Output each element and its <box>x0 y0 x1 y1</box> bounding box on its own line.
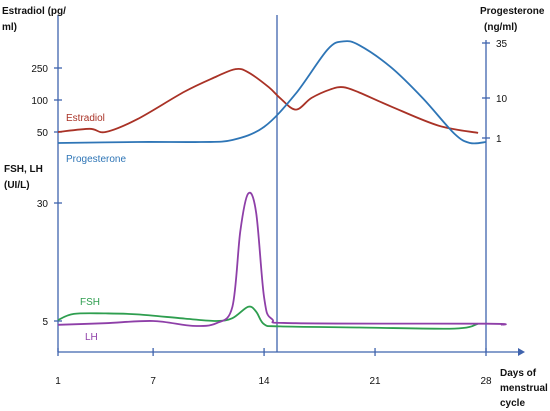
progesterone-axis-title-2: (ng/ml) <box>484 22 517 33</box>
x-tick-label-28: 28 <box>480 376 492 387</box>
fsh-lh-axis-title-2: (UI/L) <box>4 180 30 191</box>
estradiol-axis-title-2: ml) <box>2 22 17 33</box>
fsh-series-label: FSH <box>80 297 100 308</box>
estradiol-series-label: Estradiol <box>66 113 105 124</box>
fsh-lh-tick-label-5: 5 <box>42 317 48 328</box>
x-tick-label-21: 21 <box>369 376 381 387</box>
progesterone-tick-label-1: 1 <box>496 134 502 145</box>
x-tick-label-14: 14 <box>259 376 271 387</box>
progesterone-tick-label-35: 35 <box>496 39 508 50</box>
x-axis-arrow <box>518 348 525 356</box>
estradiol-axis-title-1: Estradiol (pg/ <box>2 6 66 17</box>
x-tick-label-7: 7 <box>150 376 156 387</box>
estradiol-curve <box>57 67 479 134</box>
x-tick-label-1: 1 <box>55 376 61 387</box>
x-axis-title-1: Days of <box>500 368 537 379</box>
progesterone-tick-label-10: 10 <box>496 94 508 105</box>
fsh-curve <box>57 305 479 330</box>
progesterone-series-label: Progesterone <box>66 154 126 165</box>
lh-series-label: LH <box>85 332 98 343</box>
lh-curve <box>57 191 507 327</box>
estradiol-tick-label-250: 250 <box>31 64 48 75</box>
estradiol-tick-label-100: 100 <box>31 96 48 107</box>
x-axis-title-2: menstrual <box>500 383 548 394</box>
x-axis-title-3: cycle <box>500 398 525 409</box>
fsh-lh-axis-title-1: FSH, LH <box>4 164 43 175</box>
estradiol-tick-label-50: 50 <box>37 128 49 139</box>
progesterone-axis-title-1: Progesterone <box>480 6 545 17</box>
progesterone-curve <box>57 40 487 145</box>
fsh-lh-tick-label-30: 30 <box>37 199 49 210</box>
